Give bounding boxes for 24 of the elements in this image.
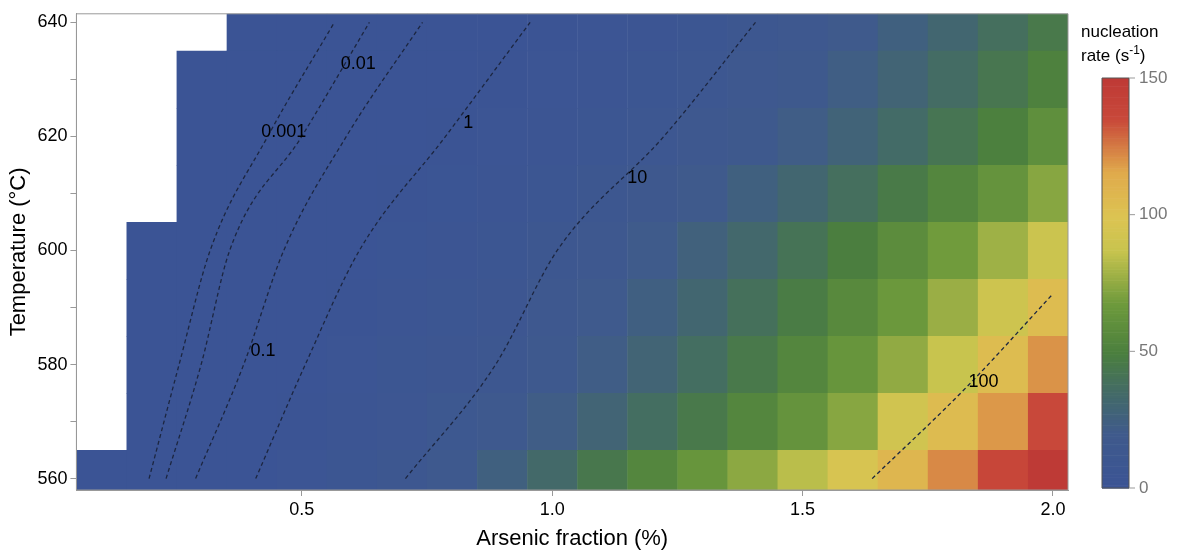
color-bar-label: 50 xyxy=(1139,341,1158,361)
series-label: 1 xyxy=(463,112,474,133)
line-series xyxy=(404,21,757,480)
series-label: 0.1 xyxy=(250,340,276,361)
series-label: 10 xyxy=(627,167,648,188)
x-tick-label: 1.0 xyxy=(539,498,565,519)
x-tick-label: 0.5 xyxy=(289,498,315,519)
y-tick-label: 560 xyxy=(37,467,68,488)
y-axis-title: Temperature (°C) xyxy=(5,167,31,337)
line-series xyxy=(148,21,335,480)
x-tick-label: 1.5 xyxy=(790,498,816,519)
color-bar-label: 0 xyxy=(1139,477,1149,497)
line-series xyxy=(194,21,424,480)
y-tick-label: 580 xyxy=(37,353,68,374)
series-label: 0.01 xyxy=(340,52,376,73)
color-bar-label: 100 xyxy=(1139,204,1168,224)
x-axis-title: Arsenic fraction (%) xyxy=(476,524,669,550)
series-label: 0.001 xyxy=(261,121,307,142)
color-bar-label: 150 xyxy=(1139,67,1168,87)
x-tick-label: 2.0 xyxy=(1040,498,1066,519)
y-tick-label: 600 xyxy=(37,239,68,260)
y-tick-label: 620 xyxy=(37,125,68,146)
y-tick-label: 640 xyxy=(37,11,68,32)
series-label: 100 xyxy=(968,371,999,392)
